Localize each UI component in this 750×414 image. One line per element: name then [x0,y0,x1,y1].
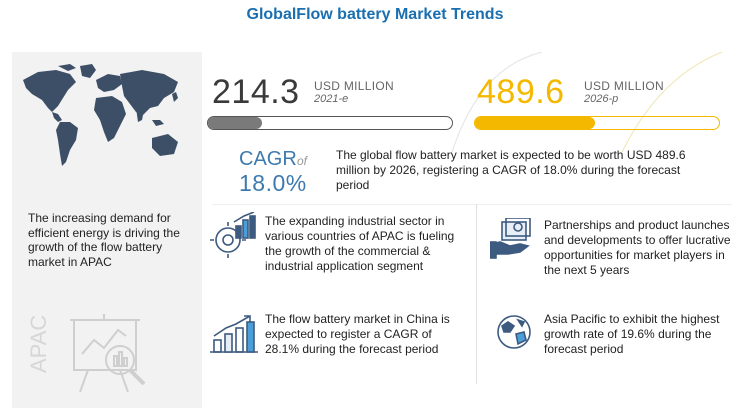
progress-fill-2026 [475,117,595,129]
divider-horizontal [212,204,732,205]
apac-driver-text: The increasing demand for efficient ener… [28,211,180,269]
money-hand-icon [490,218,531,259]
unit-2021: USD MILLION [314,79,394,93]
progress-fill-2021 [208,117,262,129]
gear-chart-icon [210,212,256,258]
magnifier-chart-icon [70,314,146,393]
market-value-2021: 214.3 [212,73,300,111]
svg-text:APAC: APAC [26,315,51,373]
progress-bar-2026 [474,116,720,130]
divider-vertical [476,204,477,384]
year-2026: 2026-p [584,93,619,105]
unit-2026: USD MILLION [584,79,664,93]
decorative-curves [451,52,723,152]
page-title: GlobalFlow battery Market Trends [246,6,504,23]
cagr-value: 18.0% [239,170,307,196]
item-partnerships: Partnerships and product launches and de… [544,218,731,277]
main-panel [202,52,740,408]
market-value-2026: 489.6 [477,73,565,111]
year-2021: 2021-e [314,93,349,105]
cagr-of: of [297,154,308,168]
growth-chart-icon [210,315,258,353]
world-map-icon [23,64,178,166]
cagr-label: CAGR [239,148,297,170]
item-china-cagr: The flow battery market in China is expe… [265,312,450,356]
globe-icon [497,315,531,349]
progress-bar-2021 [207,116,453,130]
item-asia-pacific-growth: Asia Pacific to exhibit the highest grow… [544,312,720,356]
item-industrial-sector: The expanding industrial sector in vario… [265,214,455,273]
market-summary: The global flow battery market is expect… [336,148,686,192]
apac-label: APAC [26,315,51,373]
